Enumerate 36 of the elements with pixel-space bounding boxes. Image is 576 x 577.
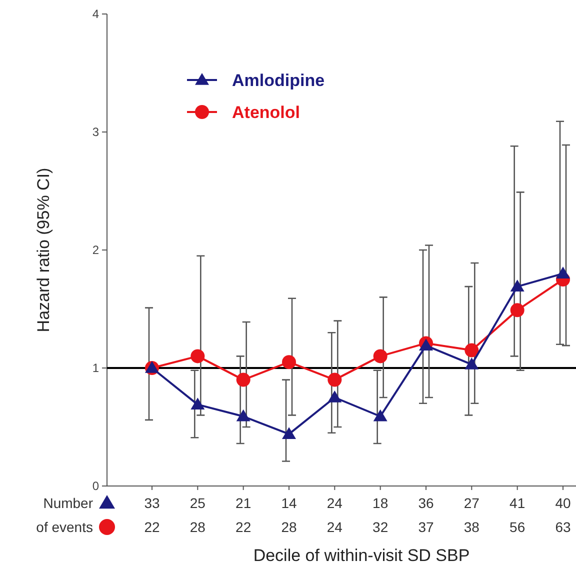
point: [282, 427, 296, 439]
x-tick-label: 24 24: [326, 495, 343, 535]
point: [328, 390, 342, 402]
y-axis-title: Hazard ratio (95% CI): [34, 168, 53, 332]
x-tick-label: 27 38: [464, 495, 480, 535]
x-tick-label: 14 28: [281, 495, 297, 535]
legend-label: Atenolol: [232, 102, 300, 122]
point: [328, 372, 342, 387]
point: [464, 357, 479, 370]
point: [236, 372, 250, 387]
point: [373, 349, 388, 364]
x-tick-label: 33 22: [144, 495, 160, 535]
y-tick-label: 0: [92, 479, 100, 494]
x-tick-label: 36 37: [418, 495, 434, 535]
x-tick-label: 25 28: [190, 495, 206, 535]
point: [190, 349, 205, 364]
x-tick-label: 18 32: [372, 495, 388, 535]
legend-label: Amlodipine: [232, 70, 325, 90]
x-tick-label: 21 22: [236, 495, 252, 535]
point: [419, 338, 433, 350]
point: [510, 280, 524, 292]
point: [190, 398, 205, 410]
x-tick-label: 40 63: [555, 495, 571, 535]
x-tick-label: 41 56: [510, 495, 526, 535]
y-tick-label: 1: [92, 361, 100, 376]
x-axis-title: Decile of within-visit SD SBP: [253, 546, 470, 565]
y-tick-label: 4: [92, 7, 100, 22]
point: [510, 303, 524, 318]
point: [464, 343, 479, 358]
point: [373, 409, 388, 422]
point: [556, 266, 570, 278]
y-tick-label: 3: [92, 125, 100, 140]
point: [236, 409, 250, 422]
y-tick-label: 2: [92, 243, 100, 258]
text: Number of events: [36, 495, 94, 535]
point: [282, 355, 296, 370]
